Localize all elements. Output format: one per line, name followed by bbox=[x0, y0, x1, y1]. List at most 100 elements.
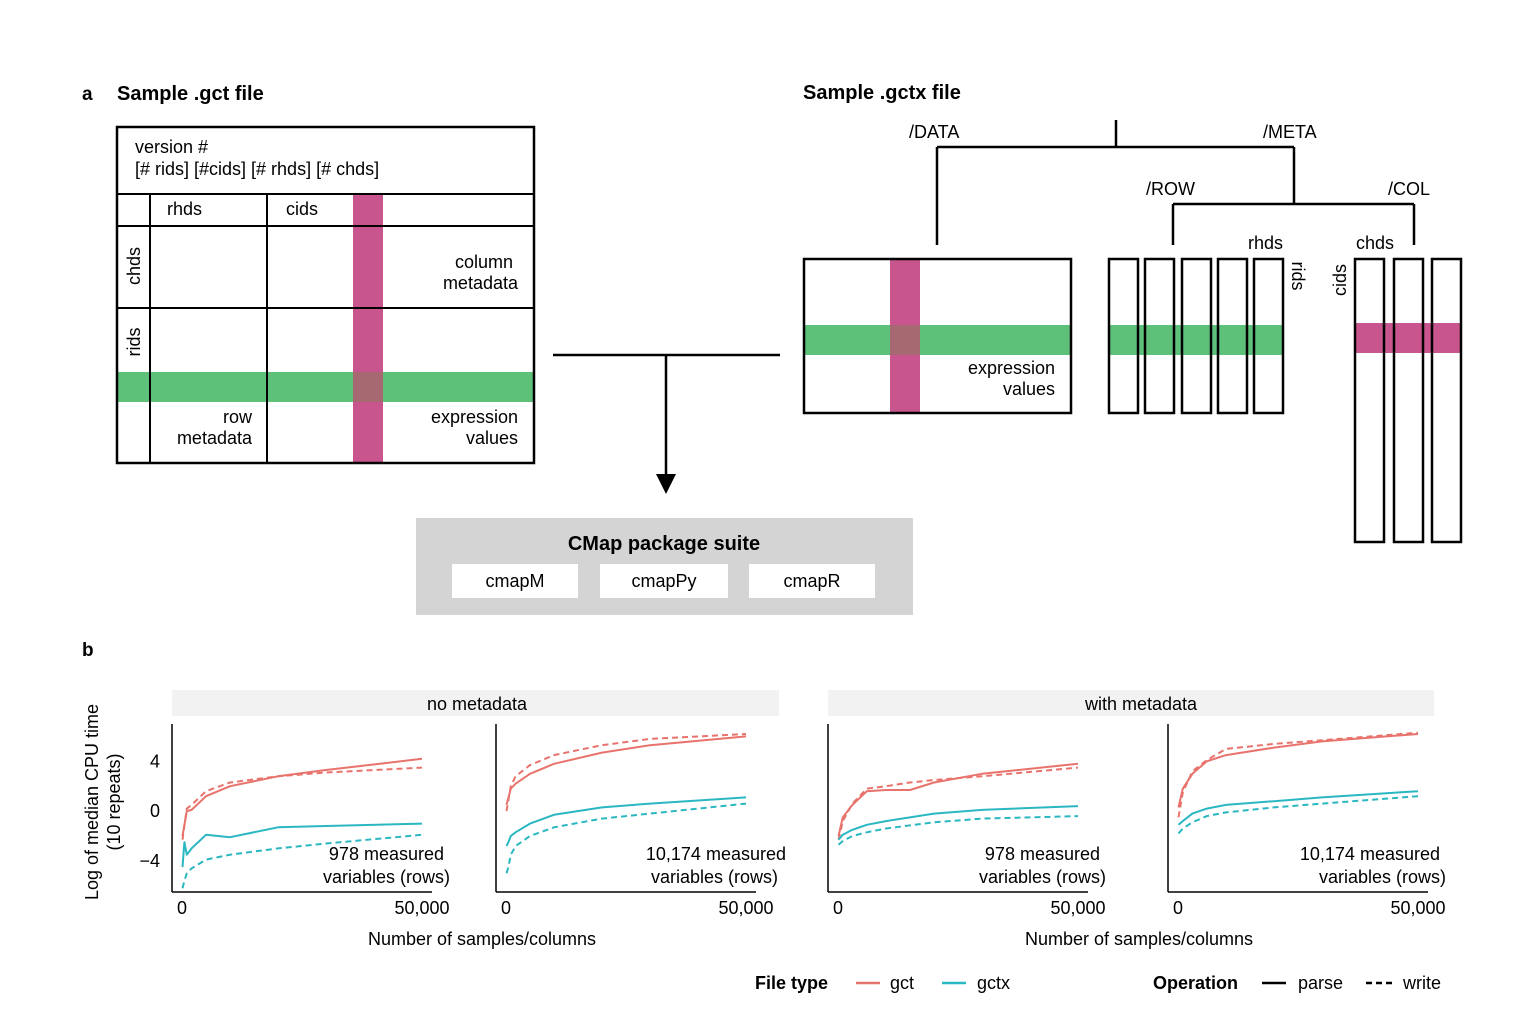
gctx-row-highlight bbox=[1109, 325, 1283, 355]
series-line-gct-parse bbox=[1177, 733, 1419, 808]
chart-annotation-line1: 978 measured bbox=[329, 844, 444, 864]
series-line-gctx-parse bbox=[505, 796, 747, 847]
chart-panel-3: 0 50,000 978 measured variables (rows) bbox=[827, 724, 1106, 918]
gct-outer-box bbox=[115, 125, 536, 465]
chart-panel-1: 0 50,000 4 0 −4 978 measured variables (rows) bbox=[139, 724, 450, 918]
series-line-gctx-write bbox=[181, 833, 423, 889]
legend: File type gct gctx Operation parse write bbox=[755, 973, 1441, 993]
gctx-title: Sample .gctx file bbox=[803, 82, 961, 104]
gctx-rids-label: rids bbox=[1288, 261, 1308, 290]
x-tick-label: 0 bbox=[833, 898, 843, 918]
gct-col-meta-2: metadata bbox=[443, 273, 519, 293]
series-line-gct-write bbox=[837, 766, 1079, 840]
x-axis-label-right: Number of samples/columns bbox=[1025, 929, 1253, 949]
package-cmapm: cmapM bbox=[485, 571, 544, 591]
gct-row-meta-2: metadata bbox=[177, 428, 253, 448]
series-line-gctx-parse bbox=[1177, 790, 1419, 826]
x-tick-label: 50,000 bbox=[1050, 898, 1105, 918]
gctx-col-meta-columns bbox=[1353, 257, 1463, 544]
gct-rhds-label: rhds bbox=[167, 199, 202, 219]
gctx-expr-2: values bbox=[1003, 379, 1055, 399]
gctx-data-overlap bbox=[890, 325, 920, 355]
gctx-expr-1: expression bbox=[968, 358, 1055, 378]
gctx-row-label: /ROW bbox=[1146, 179, 1195, 199]
strip-no-metadata-label: no metadata bbox=[427, 694, 528, 714]
gctx-data-box bbox=[802, 257, 1073, 415]
gctx-col-label: /COL bbox=[1388, 179, 1430, 199]
legend-file-type-title: File type bbox=[755, 973, 828, 993]
series-line-gct-parse bbox=[181, 757, 423, 837]
gct-header-line1: version # bbox=[135, 137, 208, 157]
x-axis-label-left: Number of samples/columns bbox=[368, 929, 596, 949]
arrow-down-icon bbox=[656, 474, 676, 494]
chart-annotation-line2: variables (rows) bbox=[1319, 867, 1446, 887]
gct-rids-label: rids bbox=[124, 327, 144, 356]
cmap-suite: CMap package suite cmapM cmapPy cmapR bbox=[416, 518, 913, 615]
chart-panel-2: 0 50,000 10,174 measured variables (rows) bbox=[495, 724, 786, 918]
gctx-col-highlight bbox=[1355, 323, 1461, 353]
chart-annotation-line1: 10,174 measured bbox=[1300, 844, 1440, 864]
gct-title: Sample .gct file bbox=[117, 83, 264, 105]
gctx-rhds-label: rhds bbox=[1248, 233, 1283, 253]
gct-row-meta-1: row bbox=[223, 407, 253, 427]
series-line-gctx-write bbox=[1177, 795, 1419, 835]
gct-overlap bbox=[353, 372, 383, 402]
x-tick-label: 50,000 bbox=[1390, 898, 1445, 918]
package-cmappy: cmapPy bbox=[631, 571, 696, 591]
gct-expr-2: values bbox=[466, 428, 518, 448]
connector bbox=[553, 353, 780, 494]
package-box-cmappy bbox=[600, 564, 728, 598]
strip-with-metadata-label: with metadata bbox=[1084, 694, 1198, 714]
y-tick-label: 4 bbox=[150, 751, 160, 771]
x-tick-label: 0 bbox=[177, 898, 187, 918]
y-axis-label-line1: Log of median CPU time bbox=[82, 704, 102, 900]
legend-gctx-label: gctx bbox=[977, 973, 1010, 993]
legend-write-label: write bbox=[1402, 973, 1441, 993]
series-line-gctx-write bbox=[505, 802, 747, 874]
strip-no-metadata bbox=[172, 690, 779, 716]
series-line-gct-write bbox=[181, 766, 423, 840]
gctx-cids-label: cids bbox=[1330, 264, 1350, 296]
series-line-gctx-write bbox=[837, 815, 1079, 846]
gct-col-meta-1: column bbox=[455, 252, 513, 272]
gctx-data-label: /DATA bbox=[909, 122, 959, 142]
chart-annotation-line2: variables (rows) bbox=[651, 867, 778, 887]
chart-annotation-line1: 978 measured bbox=[985, 844, 1100, 864]
chart-annotation-line2: variables (rows) bbox=[323, 867, 450, 887]
legend-operation-title: Operation bbox=[1153, 973, 1238, 993]
series-line-gctx-parse bbox=[181, 822, 423, 868]
x-tick-label: 0 bbox=[501, 898, 511, 918]
gct-cids-label: cids bbox=[286, 199, 318, 219]
x-tick-label: 50,000 bbox=[394, 898, 449, 918]
chart-annotation-line2: variables (rows) bbox=[979, 867, 1106, 887]
series-line-gctx-parse bbox=[837, 805, 1079, 841]
gct-header-line2: [# rids] [#cids] [# rhds] [# chds] bbox=[135, 159, 379, 179]
chart-annotation-line1: 10,174 measured bbox=[646, 844, 786, 864]
suite-title: CMap package suite bbox=[568, 533, 760, 555]
gctx-meta-label: /META bbox=[1263, 122, 1317, 142]
panel-b-letter: b bbox=[82, 640, 94, 661]
gct-row-highlight bbox=[117, 372, 534, 402]
gctx-file: Sample .gctx file /DATA /META /ROW /COL … bbox=[802, 82, 1463, 544]
gctx-chds-label: chds bbox=[1356, 233, 1394, 253]
gctx-data-row-highlight bbox=[804, 325, 1071, 355]
series-line-gct-parse bbox=[505, 735, 747, 806]
y-tick-label: −4 bbox=[139, 851, 160, 871]
gct-col-highlight bbox=[353, 194, 383, 464]
chart-panel-4: 0 50,000 10,174 measured variables (rows) bbox=[1167, 724, 1446, 918]
panel-a-letter: a bbox=[82, 84, 93, 105]
legend-gct-label: gct bbox=[890, 973, 914, 993]
gctx-row-meta-columns bbox=[1107, 257, 1285, 415]
y-tick-label: 0 bbox=[150, 801, 160, 821]
gct-chds-label: chds bbox=[124, 247, 144, 285]
x-tick-label: 50,000 bbox=[718, 898, 773, 918]
package-box-cmapr bbox=[749, 564, 875, 598]
gct-expr-1: expression bbox=[431, 407, 518, 427]
legend-parse-label: parse bbox=[1298, 973, 1343, 993]
y-axis-label-line2: (10 repeats) bbox=[104, 753, 124, 850]
package-box-cmapm bbox=[452, 564, 578, 598]
package-cmapr: cmapR bbox=[783, 571, 840, 591]
strip-with-metadata bbox=[828, 690, 1434, 716]
